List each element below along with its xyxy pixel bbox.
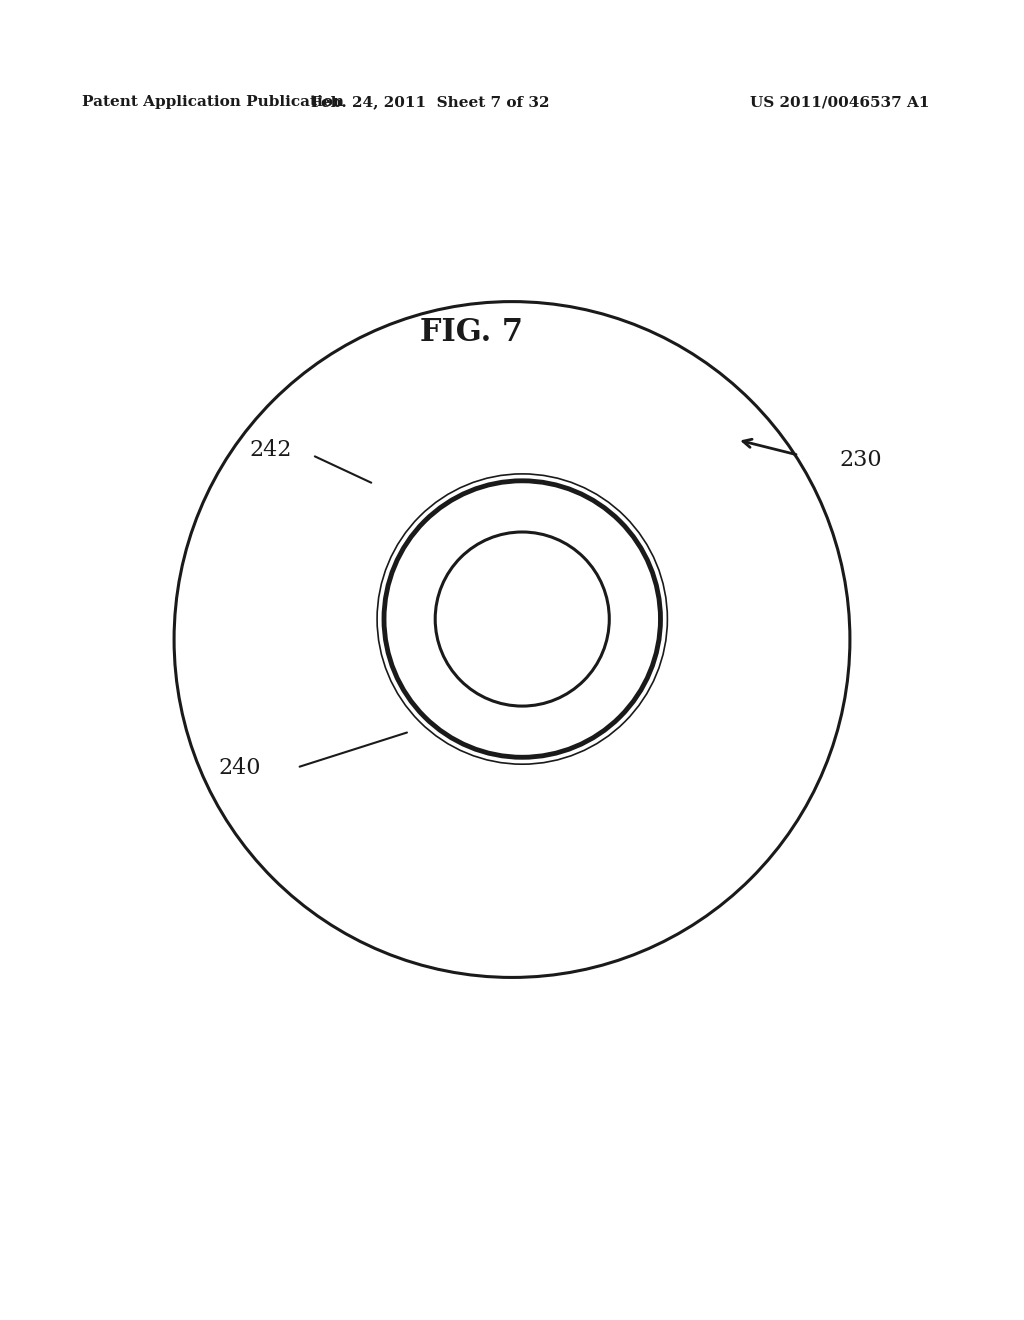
- Text: US 2011/0046537 A1: US 2011/0046537 A1: [750, 95, 930, 110]
- Text: FIG. 7: FIG. 7: [420, 317, 522, 348]
- Text: Feb. 24, 2011  Sheet 7 of 32: Feb. 24, 2011 Sheet 7 of 32: [311, 95, 549, 110]
- Text: 242: 242: [250, 440, 292, 461]
- Text: 240: 240: [218, 756, 261, 779]
- Text: 230: 230: [840, 449, 883, 471]
- Text: Patent Application Publication: Patent Application Publication: [82, 95, 344, 110]
